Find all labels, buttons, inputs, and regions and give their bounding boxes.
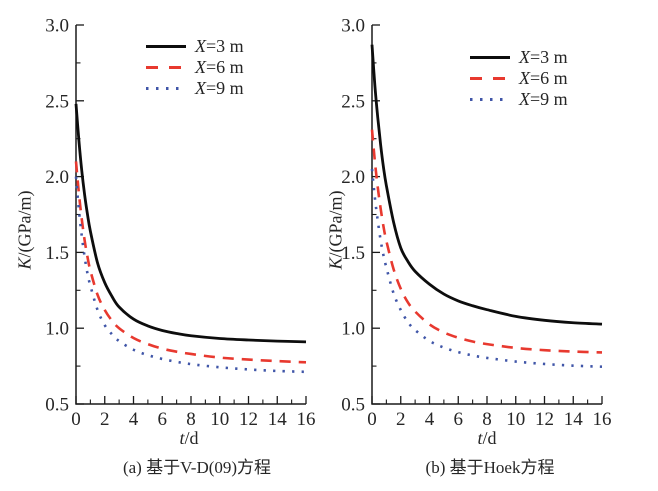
- solid-line-swatch: [146, 45, 186, 48]
- y-axis-symbol: K: [325, 257, 346, 270]
- svg-text:8: 8: [186, 409, 196, 430]
- series-curve-solid: [370, 44, 603, 326]
- chart-b-canvas: 0.5 1.0 1.5 2.0 2.5 3.0 0 2 4 6 8 10 12 14 16: [341, 16, 612, 431]
- legend-a: X=3 m X=6 m X=9 m: [146, 36, 244, 99]
- svg-text:16: 16: [297, 409, 316, 430]
- svg-text:2.5: 2.5: [45, 91, 69, 112]
- legend-label-x3: X=3 m: [519, 47, 568, 67]
- svg-text:0.5: 0.5: [341, 395, 365, 416]
- series-curve-dotted: [74, 176, 307, 374]
- series-curve-solid: [74, 103, 307, 344]
- svg-text:12: 12: [239, 409, 258, 430]
- svg-text:8: 8: [482, 409, 492, 430]
- legend-label-x6: X=6 m: [519, 68, 568, 88]
- svg-text:4: 4: [129, 409, 139, 430]
- svg-text:2.5: 2.5: [341, 91, 365, 112]
- svg-text:1.0: 1.0: [341, 319, 365, 340]
- svg-text:14: 14: [268, 409, 288, 430]
- series-curve-dashed: [370, 129, 603, 354]
- svg-text:2: 2: [396, 409, 406, 430]
- series-curve-dotted: [370, 168, 603, 369]
- svg-text:2.0: 2.0: [341, 167, 365, 188]
- svg-text:2: 2: [100, 409, 110, 430]
- legend-item-x9: X=9 m: [470, 89, 568, 110]
- dotted-line-swatch: [470, 98, 510, 101]
- solid-line-swatch: [470, 56, 510, 59]
- svg-text:1.0: 1.0: [45, 319, 69, 340]
- svg-text:2.0: 2.0: [45, 167, 69, 188]
- x-axis-label-b: t/d: [477, 428, 497, 448]
- svg-text:1.5: 1.5: [45, 243, 69, 264]
- chart-panel-b: 0.5 1.0 1.5 2.0 2.5 3.0 0 2 4 6 8 10 12 14 16 K/(GPa/m…: [326, 0, 658, 491]
- legend-item-x3: X=3 m: [470, 47, 568, 68]
- svg-text:4: 4: [425, 409, 435, 430]
- svg-text:16: 16: [593, 409, 612, 430]
- svg-text:0: 0: [367, 409, 377, 430]
- svg-text:0.5: 0.5: [45, 395, 69, 416]
- caption-a: (a) 基于V-D(09)方程: [122, 458, 272, 477]
- legend-item-x6: X=6 m: [146, 57, 244, 78]
- legend-b: X=3 m X=6 m X=9 m: [470, 47, 568, 110]
- chart-a-canvas: 0.5 1.0 1.5 2.0 2.5 3.0 0 2 4 6 8 10 12 14 16: [45, 16, 316, 431]
- y-axis-symbol: K: [14, 257, 35, 270]
- legend-item-x6: X=6 m: [470, 68, 568, 89]
- y-axis-label-b: K/(GPa/m): [326, 190, 347, 269]
- svg-text:3.0: 3.0: [341, 16, 365, 37]
- caption-b: (b) 基于Hoek方程: [425, 458, 555, 477]
- legend-label-x6: X=6 m: [195, 57, 244, 77]
- legend-label-x3: X=3 m: [195, 36, 244, 56]
- svg-text:0: 0: [71, 409, 81, 430]
- y-axis-label-a: K/(GPa/m): [15, 190, 36, 269]
- svg-text:10: 10: [210, 409, 229, 430]
- series-curve-dashed: [74, 161, 307, 364]
- svg-text:14: 14: [564, 409, 584, 430]
- x-axis-label-a: t/d: [179, 428, 199, 448]
- dotted-line-swatch: [146, 87, 186, 90]
- dashed-line-swatch: [146, 66, 186, 69]
- svg-text:3.0: 3.0: [45, 16, 69, 37]
- legend-label-x9: X=9 m: [519, 89, 568, 109]
- chart-panel-a: 0.5 1.0 1.5 2.0 2.5 3.0 0 2 4 6 8 10 12 14 16 K/(GPa/m…: [15, 16, 316, 478]
- y-axis-units: /(GPa/m): [325, 190, 346, 258]
- y-axis-units: /(GPa/m): [14, 190, 35, 258]
- svg-text:10: 10: [506, 409, 525, 430]
- svg-text:1.5: 1.5: [341, 243, 365, 264]
- svg-text:12: 12: [535, 409, 554, 430]
- legend-item-x3: X=3 m: [146, 36, 244, 57]
- dashed-line-swatch: [470, 77, 510, 80]
- svg-text:6: 6: [158, 409, 168, 430]
- legend-label-x9: X=9 m: [195, 78, 244, 98]
- svg-text:6: 6: [454, 409, 464, 430]
- legend-item-x9: X=9 m: [146, 78, 244, 99]
